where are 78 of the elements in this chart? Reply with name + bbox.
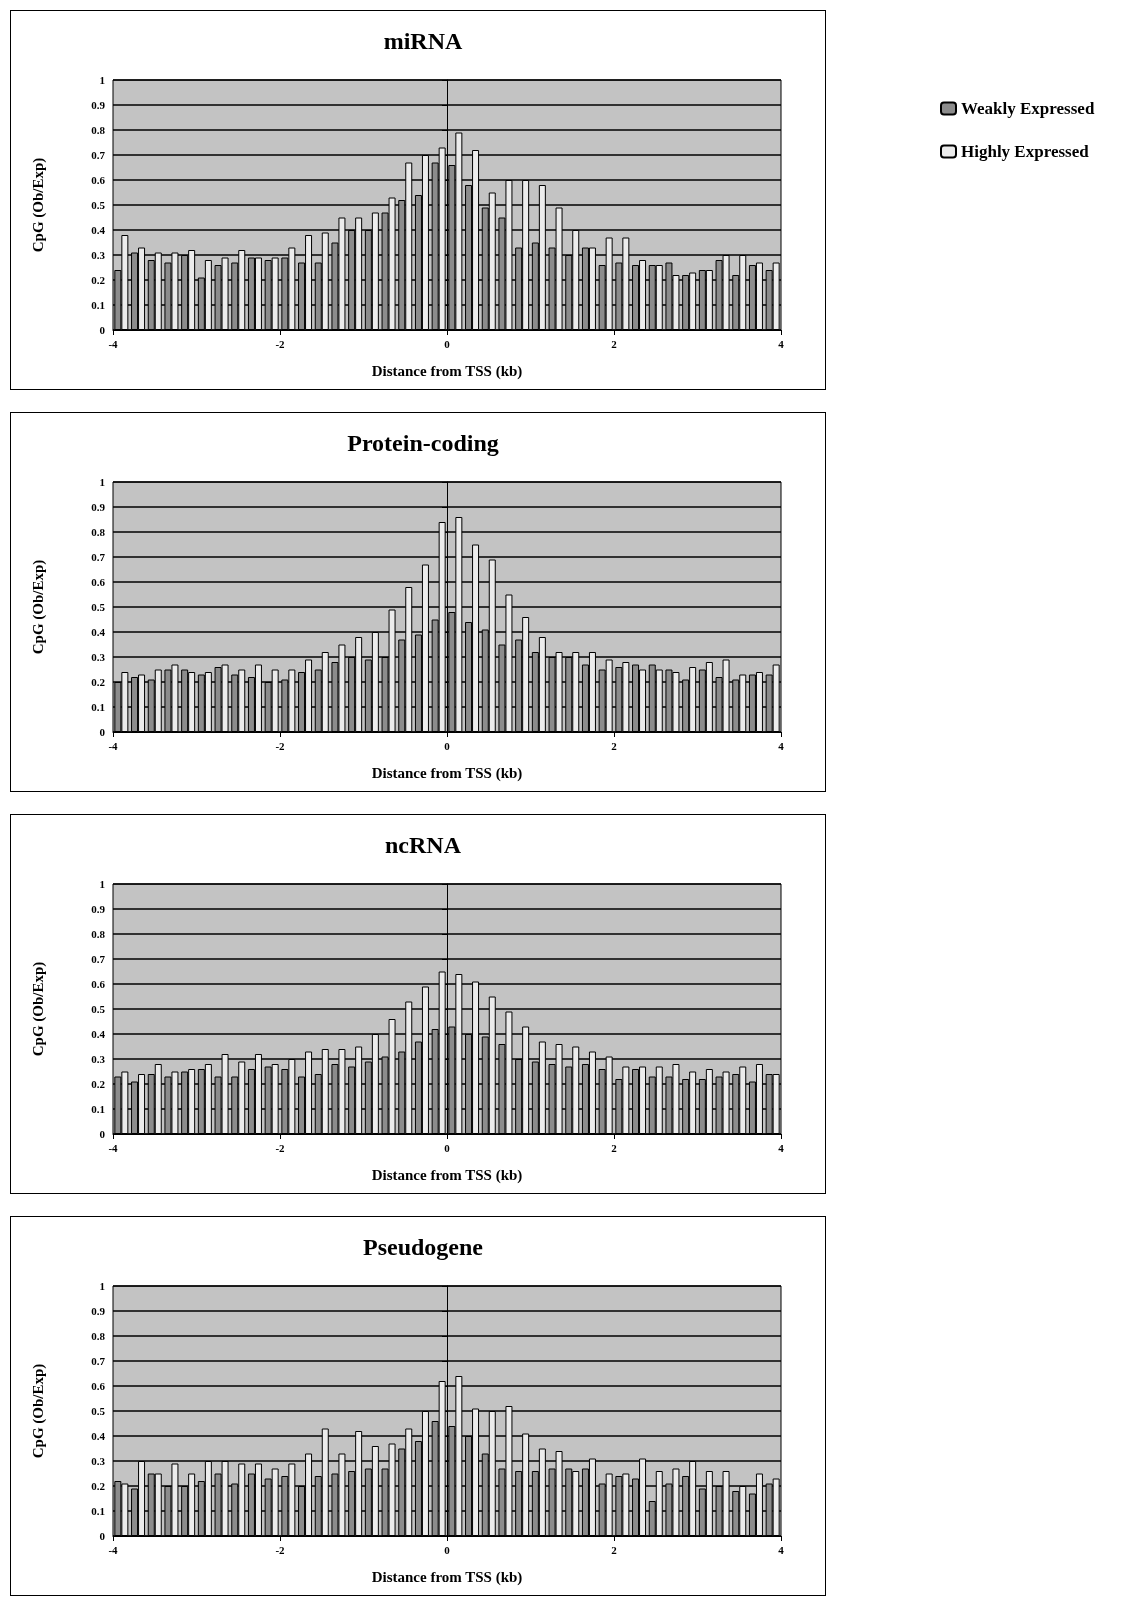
y-axis-title: CpG (Ob/Exp)	[29, 961, 47, 1057]
x-tick-label: -2	[275, 1543, 286, 1556]
y-tick-label: 0.3	[91, 651, 106, 663]
y-tick-label: 0.7	[91, 953, 106, 965]
y-tick-label: 1	[99, 878, 105, 890]
x-tick-label: -4	[108, 739, 119, 752]
x-axis-title: Distance from TSS (kb)	[371, 1568, 523, 1586]
y-tick-label: 0.3	[91, 249, 106, 261]
y-tick-label: 0.8	[91, 124, 106, 136]
y-tick-label: 0.8	[91, 526, 106, 538]
y-axis-title: CpG (Ob/Exp)	[29, 1363, 47, 1459]
y-tick-label: 0.4	[91, 626, 106, 638]
legend-label: Highly Expressed	[961, 142, 1090, 161]
x-tick-label: 2	[611, 739, 618, 752]
x-tick-label: 2	[611, 337, 618, 350]
y-axis-title: CpG (Ob/Exp)	[29, 559, 47, 655]
chart-title: Pseudogene	[363, 1234, 484, 1260]
x-axis-title: Distance from TSS (kb)	[371, 1166, 523, 1184]
y-tick-label: 0	[99, 1128, 106, 1140]
y-tick-label: 0.6	[91, 174, 106, 186]
y-tick-label: 0.3	[91, 1455, 106, 1467]
y-tick-label: 0.8	[91, 928, 106, 940]
y-tick-label: 0	[99, 726, 106, 738]
y-tick-label: 0.6	[91, 576, 106, 588]
y-tick-label: 0.9	[91, 99, 106, 111]
x-tick-label: 0	[444, 1543, 451, 1556]
y-tick-label: 0.9	[91, 501, 106, 513]
y-tick-label: 0.2	[91, 274, 106, 286]
y-tick-label: 0.2	[91, 1078, 106, 1090]
y-tick-label: 0.7	[91, 551, 106, 563]
y-tick-label: 0.8	[91, 1330, 106, 1342]
y-tick-label: 0.5	[91, 1003, 106, 1015]
y-tick-label: 0	[99, 324, 106, 336]
chart-title: ncRNA	[385, 832, 462, 858]
x-axis-title: Distance from TSS (kb)	[371, 764, 523, 782]
x-tick-label: -4	[108, 1543, 119, 1556]
legend-label: Weakly Expressed	[961, 99, 1095, 118]
y-tick-label: 0.4	[91, 1028, 106, 1040]
x-tick-label: -4	[108, 337, 119, 350]
y-tick-label: 0.9	[91, 903, 106, 915]
chart-title: miRNA	[383, 28, 463, 54]
y-tick-label: 0.9	[91, 1305, 106, 1317]
y-tick-label: 0.4	[91, 224, 106, 236]
x-tick-label: 4	[778, 337, 785, 350]
y-tick-label: 0.5	[91, 199, 106, 211]
y-tick-label: 0.6	[91, 978, 106, 990]
y-tick-label: 0	[99, 1530, 106, 1542]
x-tick-label: 2	[611, 1141, 618, 1154]
y-tick-label: 0.2	[91, 676, 106, 688]
y-tick-label: 0.6	[91, 1380, 106, 1392]
x-tick-label: 4	[778, 1141, 785, 1154]
y-tick-label: 0.5	[91, 1405, 106, 1417]
y-tick-label: 0.1	[91, 299, 105, 311]
y-tick-label: 0.7	[91, 149, 106, 161]
y-tick-label: 0.3	[91, 1053, 106, 1065]
y-tick-label: 0.1	[91, 701, 105, 713]
x-tick-label: 0	[444, 739, 451, 752]
x-tick-label: 0	[444, 1141, 451, 1154]
y-tick-label: 0.1	[91, 1505, 105, 1517]
x-tick-label: -2	[275, 1141, 286, 1154]
x-tick-label: -4	[108, 1141, 119, 1154]
y-tick-label: 0.5	[91, 601, 106, 613]
y-tick-label: 0.1	[91, 1103, 105, 1115]
y-tick-label: 0.2	[91, 1480, 106, 1492]
chart-title: Protein-coding	[347, 430, 499, 456]
y-tick-label: 1	[99, 74, 105, 86]
x-axis-title: Distance from TSS (kb)	[371, 362, 523, 380]
x-tick-label: 4	[778, 739, 785, 752]
y-tick-label: 0.4	[91, 1430, 106, 1442]
x-tick-label: 4	[778, 1543, 785, 1556]
x-tick-label: 0	[444, 337, 451, 350]
y-tick-label: 1	[99, 476, 105, 488]
y-tick-label: 0.7	[91, 1355, 106, 1367]
x-tick-label: -2	[275, 739, 286, 752]
y-tick-label: 1	[99, 1280, 105, 1292]
x-tick-label: -2	[275, 337, 286, 350]
y-axis-title: CpG (Ob/Exp)	[29, 157, 47, 253]
x-tick-label: 2	[611, 1543, 618, 1556]
